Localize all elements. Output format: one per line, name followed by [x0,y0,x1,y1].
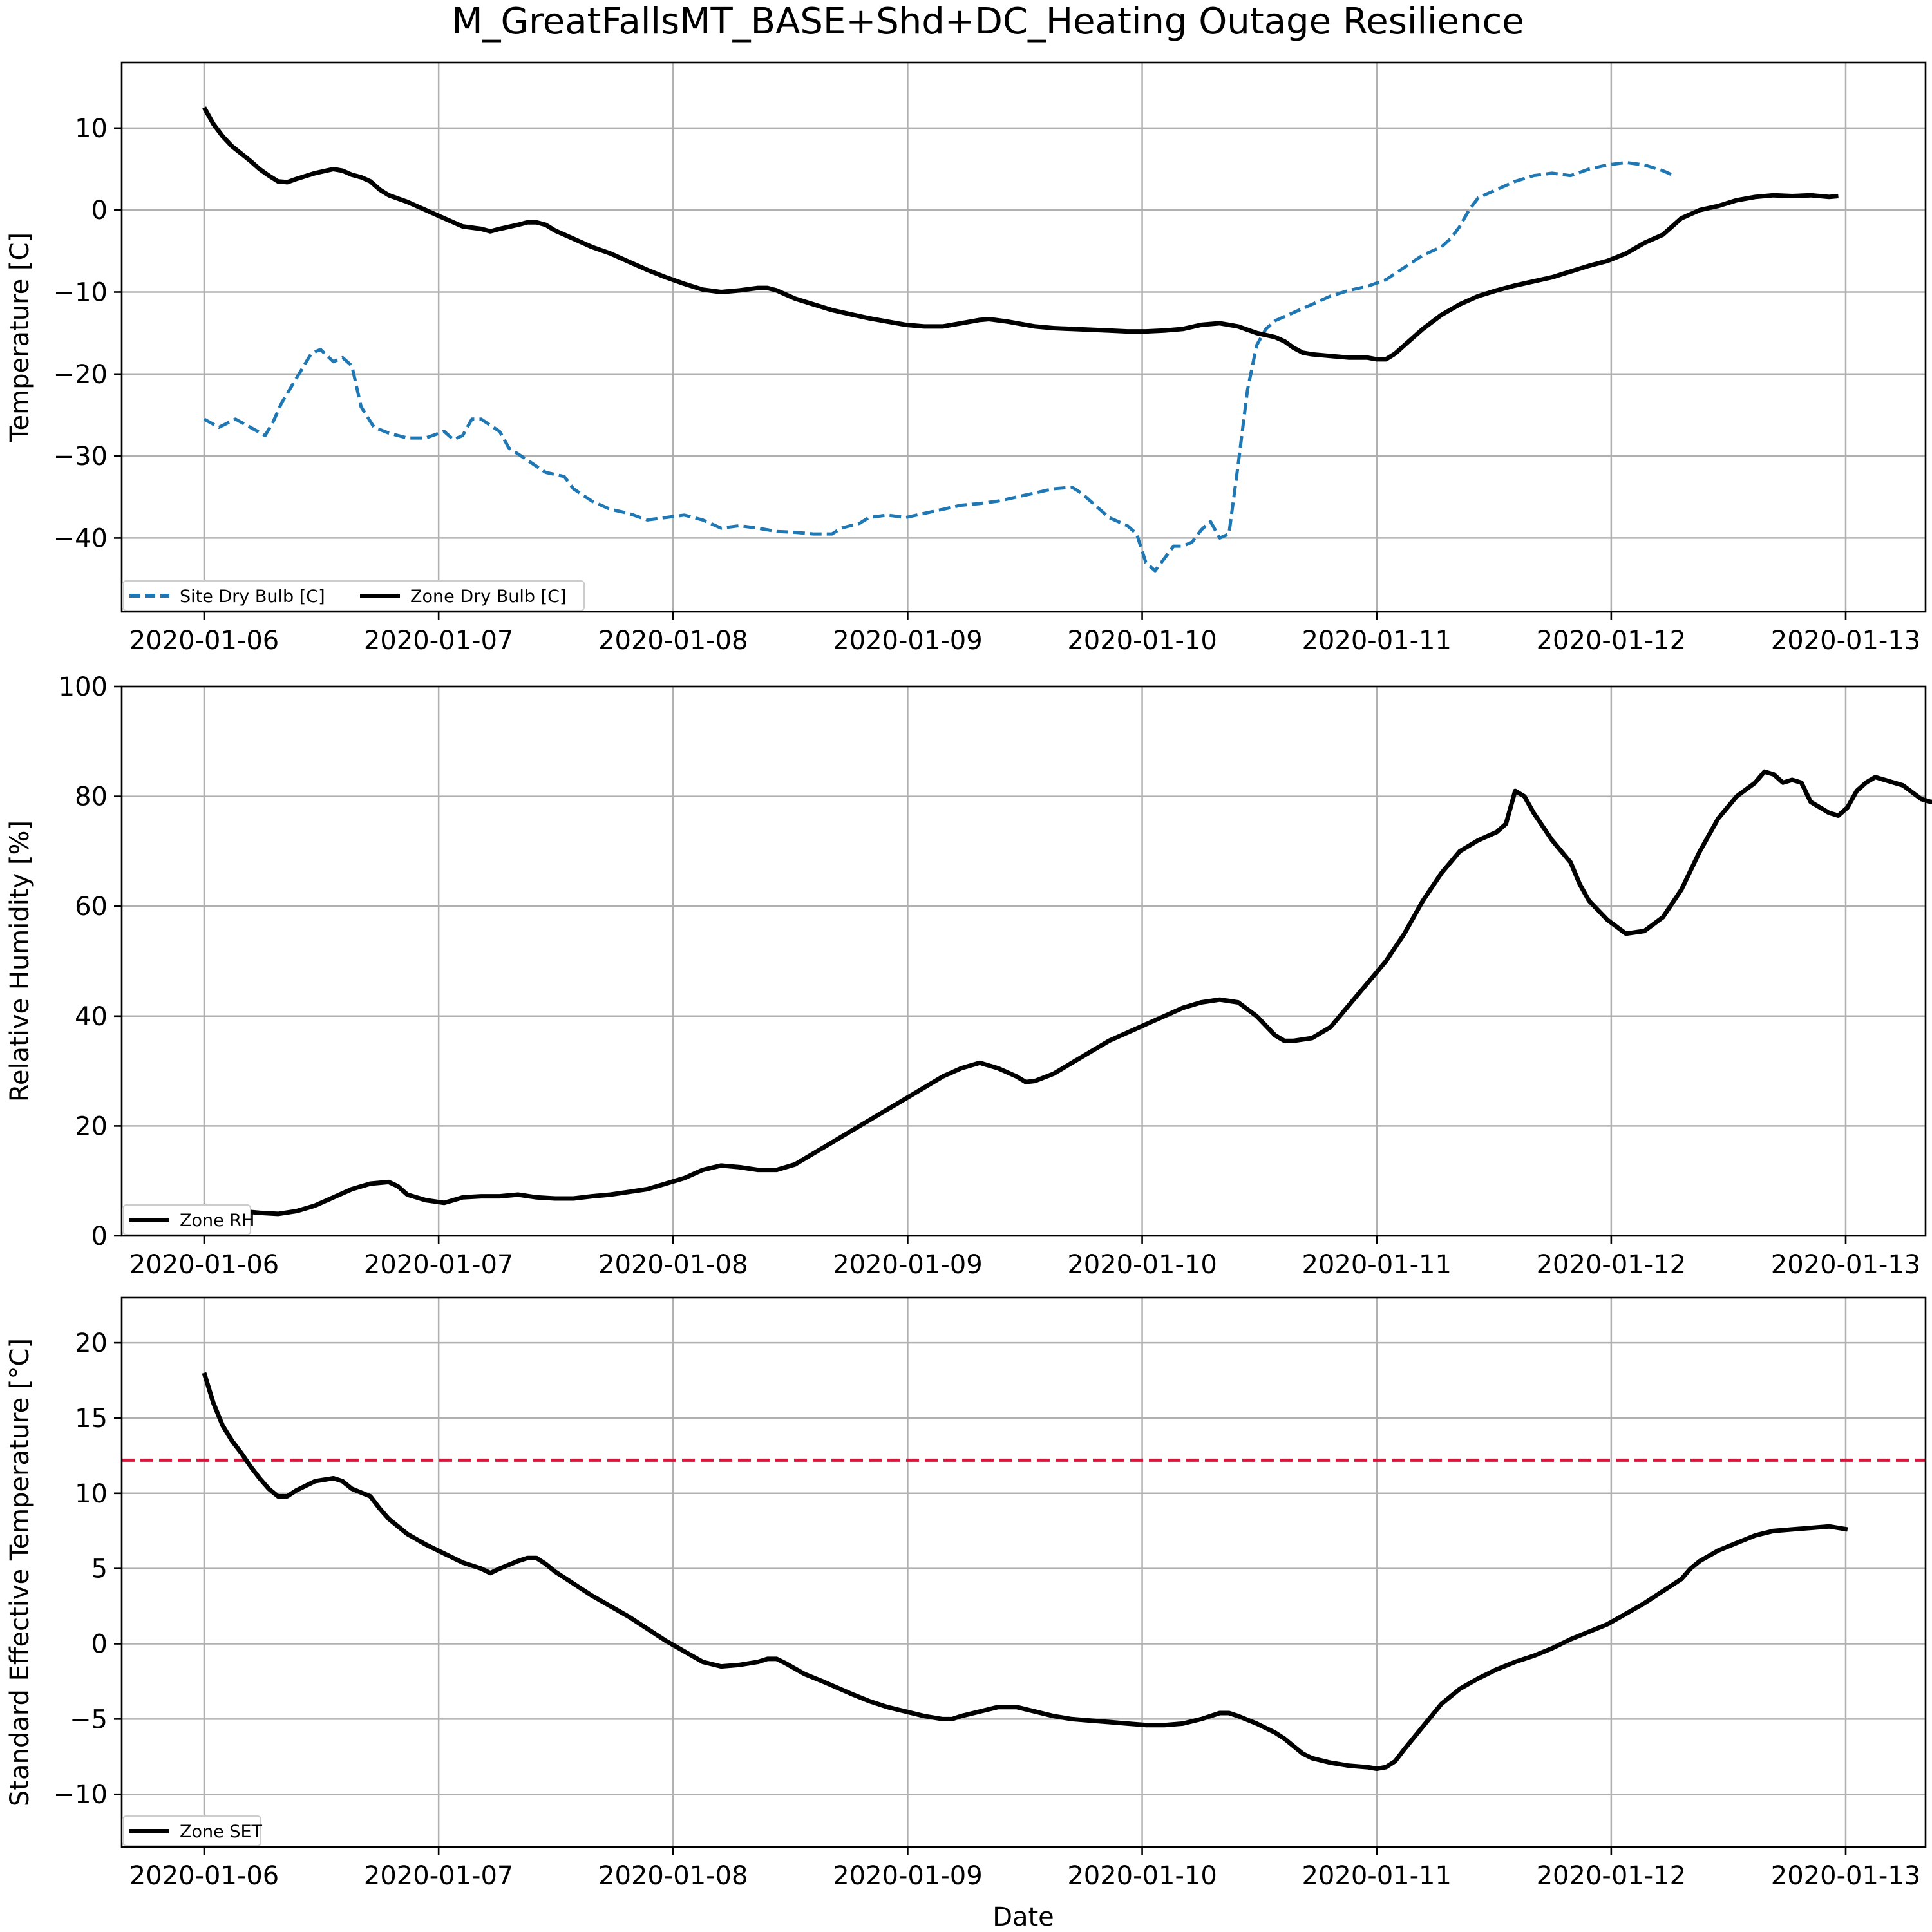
humidity-x-tick-label: 2020-01-08 [598,1250,748,1280]
temperature-ticks: 2020-01-06 2020-01-07 2020-01-08 2020-01-09… [53,114,1921,656]
set-y-tick-label: −10 [53,1780,108,1810]
set-legend: Zone SET [122,1815,263,1846]
humidity-y-tick-label: 60 [75,892,108,922]
humidity-ticks: 2020-01-06 2020-01-07 2020-01-08 2020-01-09… [59,672,1921,1280]
set-x-tick-label: 2020-01-11 [1302,1861,1451,1891]
set-x-tick-label: 2020-01-12 [1537,1861,1686,1891]
set-plot-frame [120,1296,1927,1848]
humidity-grid [122,685,1926,1237]
set-x-tick-label: 2020-01-10 [1067,1861,1217,1891]
set-y-tick-label: 0 [91,1630,108,1660]
x-axis-label: Date [992,1902,1054,1932]
series-line-zone-dry-bulb-c [202,106,1839,362]
temperature-series [202,106,1839,573]
humidity-x-tick-label: 2020-01-07 [364,1250,513,1280]
humidity-legend: Zone RH [122,1204,254,1235]
humidity-x-tick-label: 2020-01-06 [129,1250,279,1280]
set-x-tick-label: 2020-01-09 [833,1861,982,1891]
series-line-zone-set [202,1372,1848,1771]
humidity-x-tick-label: 2020-01-12 [1537,1250,1686,1280]
humidity-y-axis-label: Relative Humidity [%] [5,820,35,1102]
set-legend-box [122,1815,261,1846]
temperature-x-tick-label: 2020-01-07 [364,626,513,656]
humidity-series [204,769,1932,1217]
humidity-x-tick-label: 2020-01-13 [1771,1250,1920,1280]
temperature-legend: Site Dry Bulb [C] Zone Dry Bulb [C] [122,580,585,611]
humidity-x-tick-label: 2020-01-09 [833,1250,982,1280]
temperature-x-tick-label: 2020-01-12 [1537,626,1686,656]
humidity-y-tick-label: 100 [59,672,108,702]
temperature-y-tick-label: −20 [53,360,108,390]
legend-label: Zone RH [180,1211,254,1231]
temperature-plot-frame [120,61,1927,613]
humidity-y-tick-label: 80 [75,782,108,812]
temperature-legend-box [122,580,585,611]
set-ticks: 2020-01-06 2020-01-07 2020-01-08 2020-01-09… [53,1329,1921,1891]
temperature-x-tick-label: 2020-01-11 [1302,626,1451,656]
temperature-grid [122,62,1926,612]
set-x-tick-label: 2020-01-13 [1771,1861,1920,1891]
series-line-site-dry-bulb-c [203,160,1673,573]
set-y-tick-label: 15 [75,1404,108,1434]
temperature-y-tick-label: 10 [75,114,108,144]
temperature-x-tick-label: 2020-01-09 [833,626,982,656]
set-y-tick-label: 10 [75,1479,108,1509]
temperature-y-tick-label: −30 [53,442,108,471]
set-x-tick-label: 2020-01-07 [364,1861,513,1891]
temperature-y-tick-label: −10 [53,278,108,307]
set-y-tick-label: 20 [75,1329,108,1358]
legend-label: Site Dry Bulb [C] [180,587,325,607]
set-x-tick-label: 2020-01-08 [598,1861,748,1891]
legend-label: Zone SET [180,1822,263,1842]
set-y-axis-label: Standard Effective Temperature [°C] [5,1338,35,1806]
humidity-legend-box [122,1204,251,1235]
panel-humidity: 2020-01-06 2020-01-07 2020-01-08 2020-01-09… [5,672,1932,1280]
humidity-plot-frame [120,685,1927,1237]
legend-label: Zone Dry Bulb [C] [410,587,567,607]
panel-set: 2020-01-06 2020-01-07 2020-01-08 2020-01-09… [5,1296,1927,1891]
temperature-x-tick-label: 2020-01-13 [1771,626,1920,656]
set-series [202,1372,1848,1771]
humidity-y-tick-label: 40 [75,1002,108,1032]
set-grid [122,1298,1926,1847]
set-y-tick-label: 5 [91,1555,108,1584]
series-line-zone-rh [204,769,1932,1217]
humidity-y-tick-label: 20 [75,1112,108,1141]
panel-temperature: 2020-01-06 2020-01-07 2020-01-08 2020-01-09… [5,61,1927,656]
humidity-x-tick-label: 2020-01-10 [1067,1250,1217,1280]
temperature-y-tick-label: 0 [91,196,108,225]
set-y-tick-label: −5 [70,1705,108,1734]
humidity-y-tick-label: 0 [91,1222,108,1251]
set-x-tick-label: 2020-01-06 [129,1861,279,1891]
temperature-y-tick-label: −40 [53,524,108,553]
temperature-x-tick-label: 2020-01-08 [598,626,748,656]
figure-title: M_GreatFallsMT_BASE+Shd+DC_Heating Outag… [451,1,1524,43]
humidity-x-tick-label: 2020-01-11 [1302,1250,1451,1280]
temperature-x-tick-label: 2020-01-10 [1067,626,1217,656]
temperature-y-axis-label: Temperature [C] [5,232,35,442]
temperature-x-tick-label: 2020-01-06 [129,626,279,656]
